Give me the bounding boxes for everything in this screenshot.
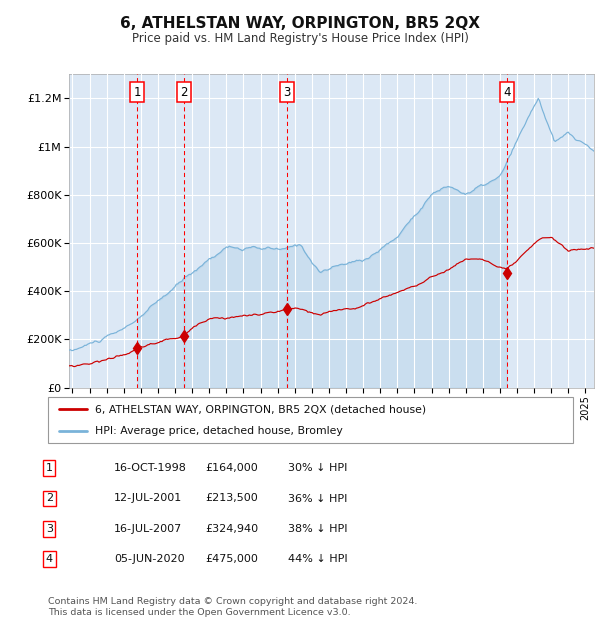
Text: 05-JUN-2020: 05-JUN-2020 <box>114 554 185 564</box>
Text: 2: 2 <box>46 494 53 503</box>
Text: 4: 4 <box>46 554 53 564</box>
Text: 44% ↓ HPI: 44% ↓ HPI <box>288 554 347 564</box>
Text: 3: 3 <box>283 86 290 99</box>
Text: 16-JUL-2007: 16-JUL-2007 <box>114 524 182 534</box>
Text: 1: 1 <box>133 86 141 99</box>
FancyBboxPatch shape <box>48 397 573 443</box>
Text: £164,000: £164,000 <box>205 463 258 473</box>
Text: 4: 4 <box>503 86 511 99</box>
Text: 6, ATHELSTAN WAY, ORPINGTON, BR5 2QX: 6, ATHELSTAN WAY, ORPINGTON, BR5 2QX <box>120 16 480 30</box>
Text: 1: 1 <box>46 463 53 473</box>
Text: 6, ATHELSTAN WAY, ORPINGTON, BR5 2QX (detached house): 6, ATHELSTAN WAY, ORPINGTON, BR5 2QX (de… <box>95 404 427 414</box>
Text: £475,000: £475,000 <box>205 554 258 564</box>
Text: £213,500: £213,500 <box>205 494 258 503</box>
Text: 3: 3 <box>46 524 53 534</box>
Text: Contains HM Land Registry data © Crown copyright and database right 2024.
This d: Contains HM Land Registry data © Crown c… <box>48 598 418 617</box>
Text: 36% ↓ HPI: 36% ↓ HPI <box>288 494 347 503</box>
Text: £324,940: £324,940 <box>205 524 258 534</box>
Text: Price paid vs. HM Land Registry's House Price Index (HPI): Price paid vs. HM Land Registry's House … <box>131 32 469 45</box>
Text: HPI: Average price, detached house, Bromley: HPI: Average price, detached house, Brom… <box>95 426 343 436</box>
Text: 38% ↓ HPI: 38% ↓ HPI <box>288 524 347 534</box>
Text: 2: 2 <box>181 86 188 99</box>
Text: 16-OCT-1998: 16-OCT-1998 <box>114 463 187 473</box>
Text: 30% ↓ HPI: 30% ↓ HPI <box>288 463 347 473</box>
Text: 12-JUL-2001: 12-JUL-2001 <box>114 494 182 503</box>
